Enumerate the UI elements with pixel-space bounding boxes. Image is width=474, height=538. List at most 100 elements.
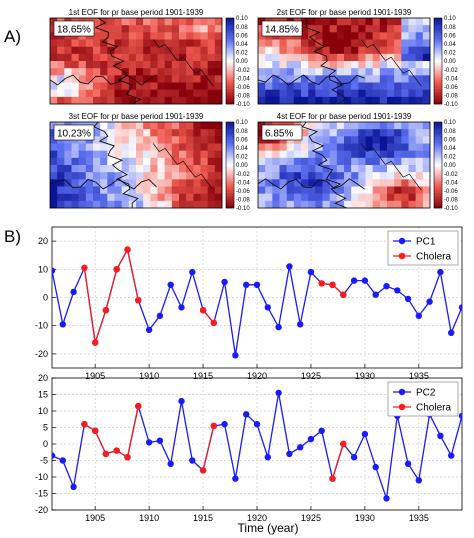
map-cell [214,172,223,180]
map-cell [136,82,144,90]
map-cell [394,89,402,98]
map-cell [401,53,409,62]
map-cell [71,39,79,47]
map-cell [85,96,94,105]
map-cell [322,68,330,76]
map-cell [344,200,352,209]
map-cell [107,143,115,151]
map-cell [85,53,94,62]
map-cell [408,143,416,151]
legend-marker-cholera [398,252,406,260]
map-cell [214,89,223,98]
map-cell [179,129,187,137]
map-cell [171,172,180,180]
map-cell [265,179,273,187]
map-cell [286,61,295,69]
map-cell [301,75,309,83]
legend-label-pc1: PC1 [416,237,436,248]
map-cell [78,157,87,166]
data-point-pc2 [415,477,422,484]
colorbar-swatch [226,122,234,125]
map-cell [121,96,130,105]
map-cell [344,165,352,173]
colorbar-swatch [226,195,234,198]
map-cell [358,172,366,180]
data-point-pc1 [243,281,250,288]
colorbar-swatch [226,203,234,207]
map-cell [200,25,208,33]
map-cell [365,193,373,202]
map-cell [422,200,431,209]
map-cell [322,186,330,194]
map-cell [179,143,187,151]
map-cell [114,172,122,180]
map-cell [93,157,101,166]
data-point-cholera [124,454,131,461]
map-cell [258,53,266,62]
legend-box [387,381,459,417]
map-cell [128,89,137,98]
map-cell [157,53,165,62]
map-cell [186,46,194,55]
map-cell [372,68,381,76]
map-cell [214,122,223,130]
map-cell [293,157,302,166]
colorbar-swatch [226,160,234,164]
map-cell [258,75,266,83]
map-cell [415,53,424,62]
colorbar-swatch [434,43,442,47]
x-tick-label: 1920 [247,371,267,381]
map-cell [57,157,65,166]
y-tick-label: 10 [38,406,48,416]
x-tick-label: 1935 [409,371,429,381]
map-cell [329,25,338,33]
map-cell [301,200,309,209]
map-cell [50,82,58,90]
colorbar-swatch [226,152,234,155]
map-cell [114,193,122,202]
map-cell [401,46,409,55]
colorbar-swatch [434,152,442,155]
eof-map-3: 3st EOF for pr base period 1901-1939 10.2… [49,112,250,212]
data-point-pc1 [415,312,422,319]
map-cell [50,157,58,166]
colorbar-swatch [226,128,234,131]
map-cell [100,96,108,105]
map-cell [136,129,144,137]
data-point-pc1 [307,268,315,276]
map-cell [207,32,216,40]
map-cell [272,82,280,90]
x-axis-label: Time (year) [238,521,299,535]
colorbar-swatch [226,167,234,170]
map-cell [265,82,273,90]
map-cell [286,89,295,98]
data-point-cholera [210,319,217,327]
y-tick-label: 20 [38,373,48,383]
map-cell [114,129,122,137]
map-cell [344,39,352,47]
map-cell [71,165,79,173]
map-cell [408,18,416,26]
colorbar-swatch [434,175,442,179]
map-cell [344,150,352,159]
map-cell [372,129,381,137]
colorbar-swatch [226,199,234,202]
colorbar-swatch [226,86,234,90]
map-cell [186,157,194,166]
map-cell [336,18,345,26]
coastline [360,143,422,191]
map-cell [308,165,316,173]
colorbar-swatch [226,134,234,138]
map-cell [422,39,431,47]
map-cell [193,75,201,83]
map-cell [372,200,381,209]
data-point-cholera [340,440,347,448]
map-cell [422,179,431,187]
map-cell [71,179,79,187]
map-cell [336,200,345,209]
colorbar-swatch [226,137,234,140]
map-cell [422,61,431,69]
map-cell [394,157,402,166]
map-cell [107,129,115,137]
map-cell [279,186,287,194]
